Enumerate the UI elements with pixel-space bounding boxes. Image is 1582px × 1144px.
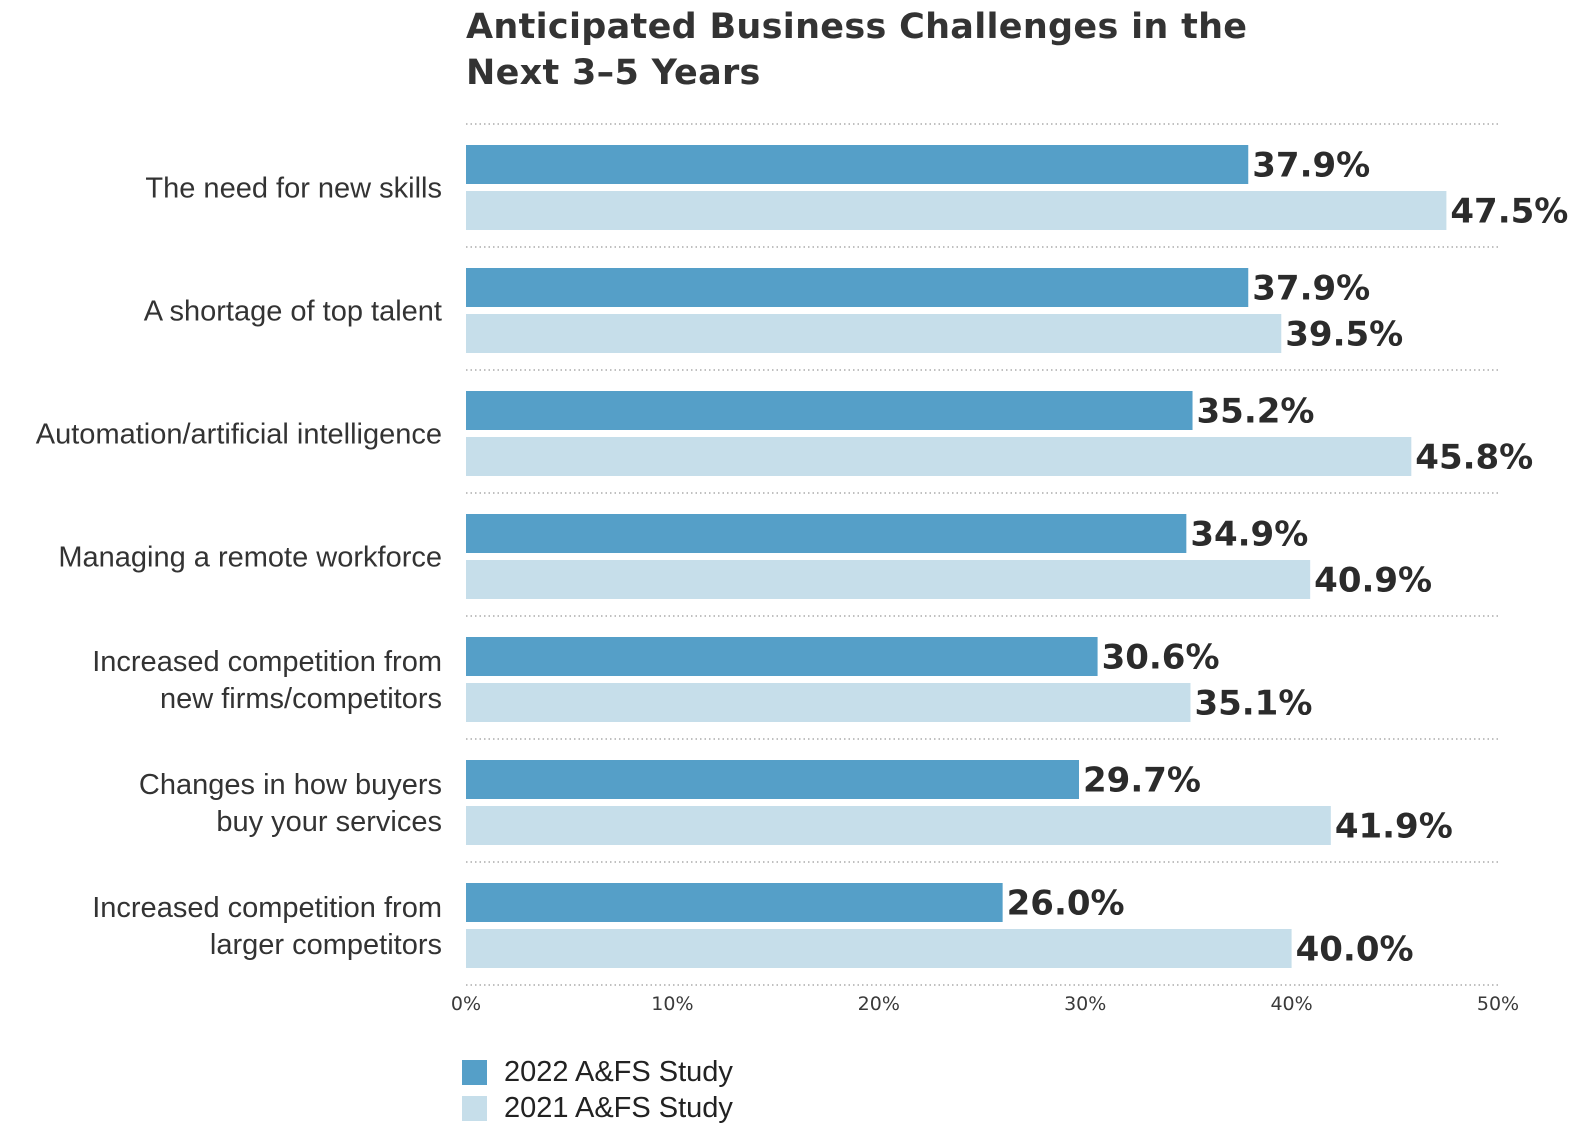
legend-swatch-2022 <box>462 1059 487 1085</box>
x-tick-label: 10% <box>651 993 693 1015</box>
value-label: 26.0% <box>1007 884 1125 924</box>
chart-title: Anticipated Business Challenges in the N… <box>466 4 1366 96</box>
category-label: Increased competition from larger competi… <box>92 892 442 961</box>
category-label: Managing a remote workforce <box>58 542 442 574</box>
bar-2022[interactable] <box>466 760 1080 799</box>
category-label: Changes in how buyers buy your services <box>139 769 442 838</box>
bar-2021[interactable] <box>466 314 1282 353</box>
x-tick-label: 0% <box>451 993 481 1015</box>
bar-group <box>466 145 1447 968</box>
category-label: Increased competition from new firms/comp… <box>92 646 442 715</box>
legend-item-2021[interactable]: 2021 A&FS Study <box>462 1090 733 1126</box>
chart-title-line-1: Anticipated Business Challenges in the <box>466 7 1248 47</box>
value-label: 35.2% <box>1197 392 1315 432</box>
bar-2021[interactable] <box>466 929 1292 968</box>
value-label: 40.9% <box>1314 561 1432 601</box>
value-label: 37.9% <box>1252 146 1370 186</box>
value-label: 41.9% <box>1335 807 1453 847</box>
bar-2022[interactable] <box>466 514 1187 553</box>
value-label: 29.7% <box>1083 761 1201 801</box>
bar-2022[interactable] <box>466 637 1098 676</box>
bar-2021[interactable] <box>466 806 1331 845</box>
bar-2022[interactable] <box>466 268 1249 307</box>
value-label: 37.9% <box>1252 269 1370 309</box>
legend-swatch-2021 <box>462 1095 487 1121</box>
value-label: 30.6% <box>1102 638 1220 678</box>
bar-2021[interactable] <box>466 683 1191 722</box>
chart-title-line-2: Next 3–5 Years <box>466 53 761 93</box>
value-label: 40.0% <box>1296 930 1414 970</box>
bar-2022[interactable] <box>466 145 1249 184</box>
x-tick-label: 30% <box>1064 993 1106 1015</box>
legend-label-2021: 2021 A&FS Study <box>504 1091 733 1124</box>
bar-2021[interactable] <box>466 191 1447 230</box>
category-label: Automation/artificial intelligence <box>36 419 442 451</box>
bar-2022[interactable] <box>466 883 1003 922</box>
x-tick-label: 20% <box>858 993 900 1015</box>
x-axis-ticks: 0% 10% 20% 30% 40% 50% <box>451 993 1519 1015</box>
category-label-group: The need for new skills A shortage of top… <box>36 173 442 962</box>
value-label: 45.8% <box>1415 438 1533 478</box>
grid-separators <box>466 123 1498 986</box>
legend-label-2022: 2022 A&FS Study <box>504 1055 733 1088</box>
bar-chart: 37.9% 37.9% 35.2% 34.9% 30.6% 29.7% 26.0% 47.5%… <box>36 123 1569 1015</box>
bar-2021[interactable] <box>466 560 1311 599</box>
x-tick-label: 40% <box>1270 993 1312 1015</box>
value-label: 35.1% <box>1194 684 1312 724</box>
legend-item-2022[interactable]: 2022 A&FS Study <box>462 1054 733 1090</box>
value-label-group: 37.9% 37.9% 35.2% 34.9% 30.6% 29.7% 26.0% 47.5%… <box>1007 146 1569 970</box>
category-label: The need for new skills <box>145 173 442 205</box>
category-label: A shortage of top talent <box>144 296 442 328</box>
value-label: 39.5% <box>1285 315 1403 355</box>
bar-2021[interactable] <box>466 437 1412 476</box>
legend: 2022 A&FS Study 2021 A&FS Study <box>462 1054 733 1126</box>
value-label: 47.5% <box>1450 192 1568 232</box>
x-tick-label: 50% <box>1477 993 1519 1015</box>
value-label: 34.9% <box>1190 515 1308 555</box>
bar-2022[interactable] <box>466 391 1193 430</box>
